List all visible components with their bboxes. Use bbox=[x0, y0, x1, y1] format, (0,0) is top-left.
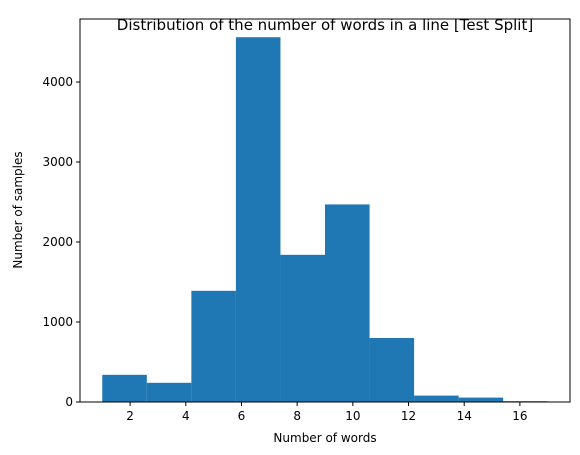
histogram-bar bbox=[102, 374, 147, 402]
y-tick-label: 2000 bbox=[42, 235, 73, 249]
histogram-bar bbox=[235, 37, 281, 402]
y-tick-label: 1000 bbox=[42, 315, 73, 329]
y-tick-label: 0 bbox=[65, 395, 73, 409]
y-tick-label: 4000 bbox=[42, 75, 73, 89]
x-axis-ticks: 2 4 6 8 10 12 14 16 bbox=[126, 402, 528, 423]
histogram-bar bbox=[325, 204, 370, 402]
x-tick-label: 4 bbox=[182, 409, 190, 423]
x-tick-label: 2 bbox=[126, 409, 134, 423]
x-tick-label: 16 bbox=[512, 409, 527, 423]
y-tick-label: 3000 bbox=[42, 155, 73, 169]
x-tick-label: 6 bbox=[238, 409, 246, 423]
x-tick-label: 12 bbox=[401, 409, 416, 423]
x-tick-label: 8 bbox=[293, 409, 301, 423]
plot-frame bbox=[79, 18, 571, 403]
chart-title: Distribution of the number of words in a… bbox=[117, 16, 533, 34]
histogram-bar bbox=[414, 395, 459, 402]
histogram-bar bbox=[191, 290, 236, 402]
histogram-bar bbox=[458, 397, 504, 402]
histogram-bar bbox=[146, 382, 192, 402]
bars-group bbox=[102, 37, 548, 402]
x-tick-label: 14 bbox=[457, 409, 472, 423]
y-axis-label: Number of samples bbox=[11, 151, 25, 268]
histogram-bar bbox=[280, 254, 325, 402]
histogram-bar bbox=[369, 338, 415, 402]
y-axis-ticks: 0 1000 2000 3000 4000 bbox=[42, 75, 80, 409]
x-tick-label: 10 bbox=[345, 409, 360, 423]
x-axis-label: Number of words bbox=[273, 431, 376, 445]
